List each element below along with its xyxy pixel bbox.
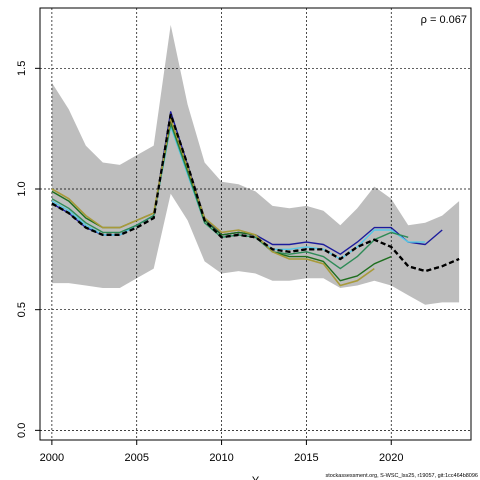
y-axis: 0.0 0.5 1.0 1.5 [16,61,40,438]
confidence-band [51,24,460,305]
y-tick-label: 0.5 [16,302,28,317]
series-layer [51,111,460,287]
x-tick-label: 2020 [379,452,403,464]
y-tick-label: 1.5 [16,61,28,76]
y-tick-label: 0.0 [16,423,28,438]
y-tick-label: 1.0 [16,181,28,196]
grid-layer [40,8,471,440]
x-tick-label: 2010 [209,452,233,464]
x-tick-label: 2000 [40,452,64,464]
footer-credit: stockassessment.org, S-WSC_lss25, r19057… [325,473,478,479]
series-line-5 [51,118,375,287]
confidence-band-layer [51,24,460,305]
x-axis: 2000 2005 2010 2015 2020 [40,440,403,464]
x-tick-label: 2005 [124,452,148,464]
plot-frame [39,7,472,441]
rho-annotation: ρ = 0.067 [421,14,467,26]
x-axis-label: Y [252,475,260,480]
x-tick-label: 2015 [294,452,318,464]
series-line-reference-overlay [51,113,460,273]
